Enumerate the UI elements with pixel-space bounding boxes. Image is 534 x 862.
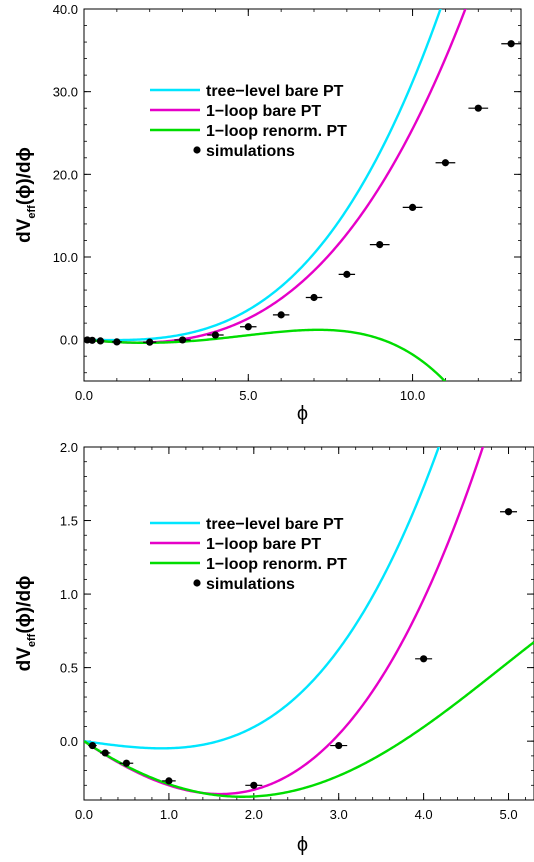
- data-point: [101, 749, 109, 757]
- data-point: [343, 270, 351, 278]
- y-tick-label: 0.5: [60, 661, 78, 676]
- data-point: [420, 655, 428, 663]
- legend-marker: [193, 146, 201, 154]
- data-point: [122, 759, 131, 767]
- y-tick-label: 40.0: [53, 2, 78, 17]
- data-point: [88, 741, 97, 750]
- x-tick-label: 5.0: [239, 388, 257, 403]
- y-tick-label: 20.0: [53, 167, 78, 182]
- y-axis-title: dVeff(ϕ)/dϕ: [14, 147, 38, 243]
- data-point: [504, 508, 513, 516]
- legend-label: 1−loop bare PT: [206, 103, 321, 120]
- legend-label: 1−loop renorm. PT: [206, 556, 347, 573]
- legend-label: tree−level bare PT: [206, 516, 344, 533]
- data-point: [113, 338, 121, 346]
- plot-area: [84, 9, 521, 381]
- y-tick-label: 30.0: [53, 85, 78, 100]
- data-point: [244, 323, 252, 331]
- series-line-tree: [84, 9, 442, 342]
- data-point: [88, 336, 96, 344]
- x-tick-label: 0.0: [75, 807, 93, 822]
- legend: tree−level bare PT 1−loop bare PT 1−loop r…: [150, 516, 347, 593]
- chart-top: 0.0 5.0 10.0 0.0 10.0 20.0 30.0 40.0 ϕ dVeff(ϕ)/d…: [14, 2, 522, 425]
- y-tick-label: 0.0: [60, 333, 78, 348]
- plot-area: [84, 447, 534, 798]
- x-tick-label: 3.0: [330, 807, 348, 822]
- data-point: [310, 293, 318, 302]
- x-tick-label: 5.0: [499, 807, 517, 822]
- data-point: [165, 777, 173, 785]
- chart-bottom: 0.0 1.0 2.0 3.0 4.0 5.0 0.0 0.5 1.0 1.5 2.0 ϕ dVeff(…: [14, 440, 534, 856]
- data-point: [146, 338, 154, 346]
- data-point: [178, 336, 187, 344]
- series-line-renorm: [84, 328, 447, 381]
- data-point: [335, 741, 343, 750]
- y-tick-label: 1.0: [60, 587, 78, 602]
- legend-label: simulations: [206, 143, 295, 160]
- x-tick-label: 10.0: [400, 388, 425, 403]
- series-line-oneloop: [84, 447, 485, 796]
- y-tick-label: 2.0: [60, 440, 78, 455]
- data-point: [474, 104, 482, 112]
- x-axis-title: ϕ: [297, 834, 308, 856]
- data-point: [277, 311, 285, 319]
- data-point: [211, 331, 220, 339]
- y-tick-label: 10.0: [53, 250, 78, 265]
- x-tick-label: 1.0: [160, 807, 178, 822]
- y-axis-title: dVeff(ϕ)/dϕ: [14, 576, 38, 672]
- data-point: [408, 203, 417, 211]
- series-line-renorm: [84, 641, 534, 798]
- data-point: [250, 781, 258, 789]
- y-tick-label: 1.5: [60, 514, 78, 529]
- legend-label: 1−loop bare PT: [206, 536, 321, 553]
- series-line-oneloop: [84, 9, 467, 344]
- x-tick-label: 2.0: [245, 807, 263, 822]
- plot-frame: [83, 8, 522, 382]
- y-tick-label: 0.0: [60, 734, 78, 749]
- legend-label: tree−level bare PT: [206, 83, 344, 100]
- x-tick-label: 0.0: [75, 388, 93, 403]
- data-point: [96, 337, 105, 345]
- data-point: [376, 241, 384, 249]
- data-point: [507, 40, 515, 48]
- series-line-tree: [84, 447, 441, 750]
- x-tick-label: 4.0: [415, 807, 433, 822]
- legend-marker: [193, 579, 201, 587]
- legend-label: 1−loop renorm. PT: [206, 123, 347, 140]
- legend: tree−level bare PT 1−loop bare PT 1−loop r…: [150, 83, 347, 160]
- x-axis-title: ϕ: [297, 403, 308, 425]
- data-point: [441, 159, 450, 167]
- legend-label: simulations: [206, 576, 295, 593]
